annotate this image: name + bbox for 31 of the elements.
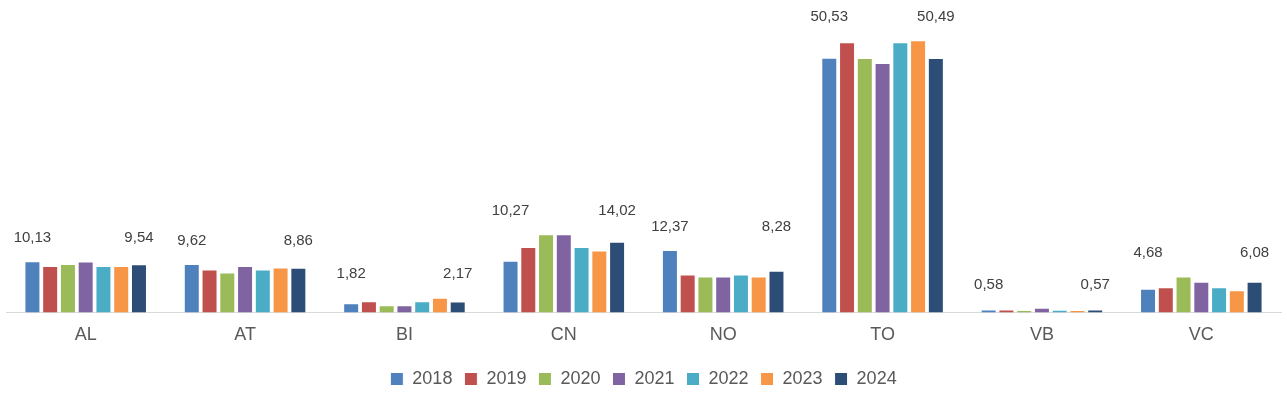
data-label: 6,08 bbox=[1239, 243, 1270, 261]
data-label: 12,37 bbox=[651, 216, 689, 234]
data-label: 8,28 bbox=[761, 216, 792, 234]
x-tick-label: NO bbox=[709, 324, 737, 345]
data-label: 50,49 bbox=[917, 6, 955, 24]
data-label: 10,27 bbox=[491, 200, 530, 218]
data-label: 4,68 bbox=[1133, 243, 1163, 261]
data-label: 0,58 bbox=[974, 274, 1004, 292]
legend-label: 2021 bbox=[634, 367, 675, 388]
data-label: 1,82 bbox=[336, 264, 366, 282]
x-tick-label: VB bbox=[1029, 324, 1054, 345]
x-tick-label: CN bbox=[550, 324, 577, 345]
legend-label: 2018 bbox=[412, 367, 453, 388]
data-label: 9,54 bbox=[124, 227, 154, 245]
x-tick-label: TO bbox=[870, 324, 895, 345]
data-label: 0,57 bbox=[1080, 274, 1110, 292]
x-tick-label: VC bbox=[1188, 324, 1214, 345]
legend-label: 2019 bbox=[486, 367, 527, 388]
data-label: 50,53 bbox=[810, 6, 849, 24]
data-label: 14,02 bbox=[598, 200, 636, 218]
x-tick-label: AT bbox=[234, 324, 256, 345]
data-label: 8,86 bbox=[283, 230, 313, 248]
legend-label: 2022 bbox=[708, 367, 749, 388]
data-label: 9,62 bbox=[177, 230, 207, 248]
data-label: 10,13 bbox=[13, 227, 52, 245]
legend-label: 2023 bbox=[782, 367, 823, 388]
legend-label: 2024 bbox=[856, 367, 897, 388]
legend-label: 2020 bbox=[560, 367, 601, 388]
data-label: 2,17 bbox=[443, 264, 473, 282]
x-tick-label: AL bbox=[74, 324, 97, 345]
x-tick-label: BI bbox=[395, 324, 413, 345]
